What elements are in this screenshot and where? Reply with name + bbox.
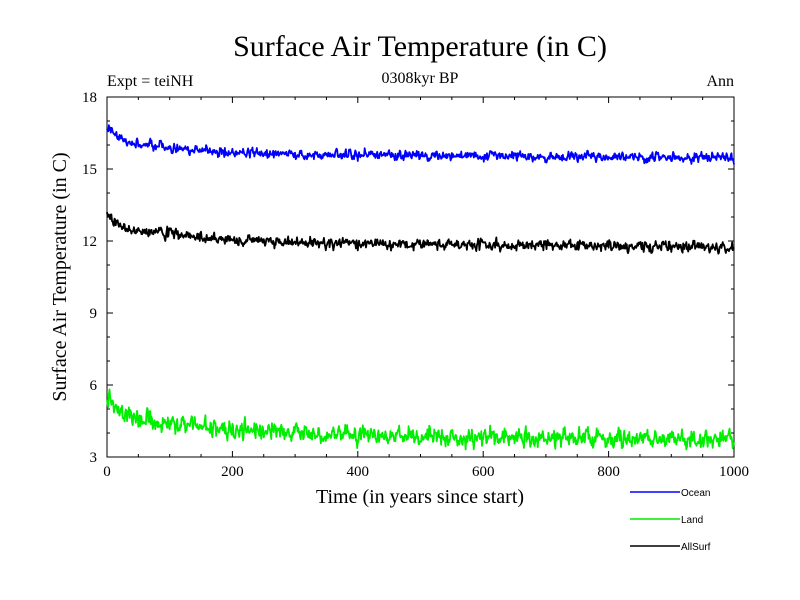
y-tick-label: 18 (82, 90, 97, 106)
season-label: Ann (706, 73, 734, 90)
legend-label-allsurf: AllSurf (681, 542, 711, 553)
x-tick-label: 200 (221, 464, 244, 480)
legend-item-allsurf: AllSurf (630, 542, 711, 553)
legend-label-ocean: Ocean (681, 488, 710, 499)
x-tick-label: 400 (347, 464, 370, 480)
series-line-ocean (106, 124, 735, 165)
x-axis-label: Time (in years since start) (316, 486, 524, 508)
series-line-land (106, 388, 735, 451)
series-layer (106, 124, 735, 451)
x-tick-label: 0 (103, 464, 111, 480)
legend-item-ocean: Ocean (630, 488, 710, 499)
legend-label-land: Land (681, 515, 703, 526)
y-tick-label: 9 (90, 306, 98, 322)
legend: Ocean Land AllSurf (630, 488, 711, 553)
series-line-allsurf (106, 211, 735, 255)
y-tick-label: 15 (82, 162, 97, 178)
x-tick-label: 1000 (719, 464, 749, 480)
legend-item-land: Land (630, 515, 703, 526)
experiment-label: Expt = teiNH (107, 73, 194, 90)
y-axis-label: Surface Air Temperature (in C) (49, 152, 71, 401)
chart-subtitle: 0308kyr BP (382, 70, 459, 87)
y-tick-label: 6 (90, 378, 98, 394)
y-tick-label: 12 (82, 234, 97, 250)
ticks-layer: 0 200 400 600 800 1000 3 6 9 12 15 18 (82, 90, 749, 480)
chart-title: Surface Air Temperature (in C) (233, 30, 607, 63)
x-tick-label: 800 (597, 464, 620, 480)
x-tick-label: 600 (472, 464, 495, 480)
y-tick-label: 3 (90, 450, 98, 466)
